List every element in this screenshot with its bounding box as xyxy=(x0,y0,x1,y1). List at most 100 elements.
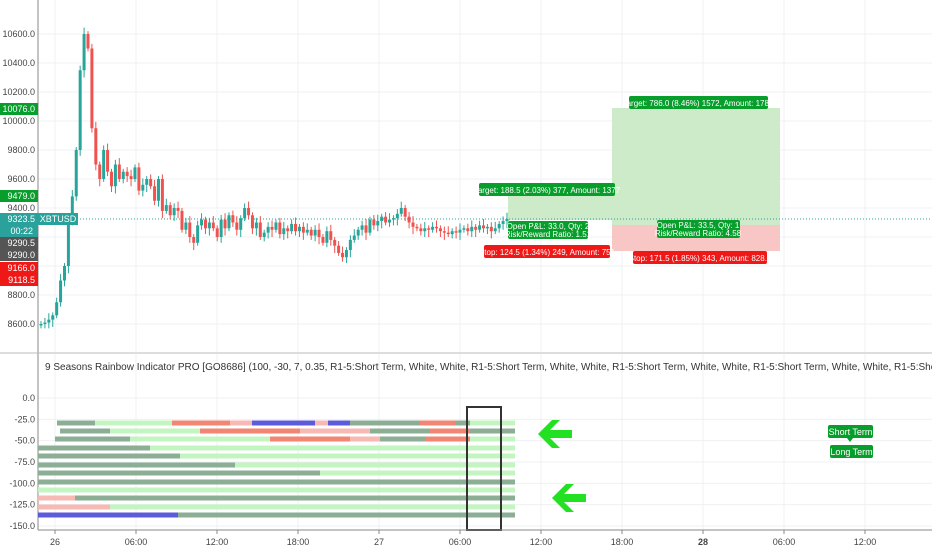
candle-body xyxy=(415,226,419,229)
indicator-title[interactable]: 9 Seasons Rainbow Indicator PRO [GO8686]… xyxy=(45,362,932,373)
candle-body xyxy=(200,219,204,226)
candle-body xyxy=(286,228,290,232)
candle-body xyxy=(196,225,200,243)
candle-body xyxy=(395,213,399,219)
rainbow-band-segment xyxy=(38,512,178,518)
long-term-tag[interactable]: Long Term xyxy=(830,445,873,458)
candle-body xyxy=(462,228,466,230)
candle-body xyxy=(106,150,110,172)
candle-body xyxy=(227,215,231,229)
trade1-pnl-label[interactable]: Open P&L: 33.0, Qty: 2 Risk/Reward Ratio… xyxy=(505,221,592,239)
candle-body xyxy=(184,222,188,230)
svg-text:9290.5: 9290.5 xyxy=(7,238,35,248)
candle-body xyxy=(427,228,431,230)
candle-body xyxy=(211,222,215,229)
candle-body xyxy=(74,150,78,197)
candle-body xyxy=(478,225,482,230)
rainbow-band-segment xyxy=(425,436,470,442)
price-tick-label: 10600.0 xyxy=(2,29,35,39)
trade2-target-label[interactable]: Target: 786.0 (8.46%) 1572, Amount: 1786 xyxy=(623,96,774,109)
short-term-tag[interactable]: Short Term xyxy=(828,425,873,442)
rainbow-band-segment xyxy=(38,445,150,451)
candle-body xyxy=(250,215,254,229)
rainbow-band-segment xyxy=(235,462,515,468)
candle-body xyxy=(78,70,82,150)
candle-body xyxy=(493,228,497,232)
time-tick-label: 18:00 xyxy=(287,537,310,547)
svg-text:9166.0: 9166.0 xyxy=(7,263,35,273)
candle-body xyxy=(482,225,486,229)
rainbow-band-segment xyxy=(110,504,515,510)
candle-body xyxy=(474,226,478,230)
time-tick-label: 06:00 xyxy=(125,537,148,547)
trade1-target-text: Target: 188.5 (2.03%) 377, Amount: 1377 xyxy=(474,186,621,195)
candle-body xyxy=(47,319,51,323)
candle-body xyxy=(384,216,388,223)
candle-body xyxy=(168,205,172,216)
candle-body xyxy=(215,228,219,237)
price-tick-label: 10400.0 xyxy=(2,58,35,68)
time-axis[interactable]: 26 06:00 12:00 18:00 27 06:00 12:00 18:00 28 06:0… xyxy=(50,530,876,547)
indicator-tick-label: -100.0 xyxy=(9,478,35,488)
candle-body xyxy=(485,226,489,229)
candlestick-series[interactable] xyxy=(39,27,509,329)
trade2-target-zone[interactable] xyxy=(612,108,780,225)
candle-body xyxy=(348,239,352,251)
candle-body xyxy=(329,231,333,240)
svg-text:9118.5: 9118.5 xyxy=(8,275,35,285)
candle-body xyxy=(505,219,509,222)
trade1-target-label[interactable]: Target: 188.5 (2.03%) 377, Amount: 1377 xyxy=(474,183,621,196)
trade2-pnl-label[interactable]: Open P&L: 33.5, Qty: 1 Risk/Reward Ratio… xyxy=(655,220,742,238)
trade2-target-text: Target: 786.0 (8.46%) 1572, Amount: 1786 xyxy=(623,99,774,108)
price-axis[interactable] xyxy=(0,0,38,352)
time-tick-label: 12:00 xyxy=(206,537,229,547)
rainbow-bands[interactable] xyxy=(38,420,515,518)
trade2-stop-text: Stop: 171.5 (1.85%) 343, Amount: 828.5 xyxy=(629,254,772,263)
candle-body xyxy=(203,219,207,229)
arrow-left-icon xyxy=(538,420,572,448)
candle-body xyxy=(172,208,176,216)
candle-body xyxy=(70,196,74,223)
candle-body xyxy=(133,167,137,179)
price-tick-label: 8800.0 xyxy=(7,290,35,300)
price-tick-label: 10200.0 xyxy=(2,87,35,97)
rainbow-band-segment xyxy=(38,495,75,501)
candle-body xyxy=(59,280,63,303)
candle-body xyxy=(325,231,329,243)
candle-body xyxy=(411,222,415,227)
rainbow-band-segment xyxy=(420,420,455,426)
candle-body xyxy=(352,235,356,240)
candle-body xyxy=(305,229,309,233)
candle-body xyxy=(266,226,270,233)
candle-body xyxy=(219,219,223,237)
candle-body xyxy=(450,231,454,235)
indicator-grid xyxy=(38,354,932,530)
candle-body xyxy=(403,208,407,217)
trade1-stop-label[interactable]: Stop: 124.5 (1.34%) 249, Amount: 751 xyxy=(479,245,616,258)
price-tick-label: 9400.0 xyxy=(7,203,35,213)
price-tag-10076: 10076.0 xyxy=(0,103,38,115)
rainbow-band-segment xyxy=(110,428,200,434)
candle-body xyxy=(55,302,59,316)
candle-body xyxy=(223,219,227,229)
trade1-target-zone[interactable] xyxy=(508,195,613,220)
rainbow-band-segment xyxy=(180,453,515,459)
candle-body xyxy=(321,237,325,243)
rainbow-band-segment xyxy=(200,428,300,434)
trade2-stop-label[interactable]: Stop: 171.5 (1.85%) 343, Amount: 828.5 xyxy=(629,251,772,264)
candle-body xyxy=(125,171,129,177)
svg-text:10076.0: 10076.0 xyxy=(2,104,35,114)
candle-body xyxy=(254,222,258,229)
price-axis-ticks: 10600.0 10400.0 10200.0 10000.0 9800.0 9600.0… xyxy=(2,29,35,329)
candle-body xyxy=(317,229,321,237)
candle-body xyxy=(156,179,160,201)
symbol-tag[interactable]: XBTUSD xyxy=(38,213,78,225)
candle-body xyxy=(188,222,192,237)
candle-body xyxy=(129,176,133,179)
candle-body xyxy=(489,226,493,232)
price-tick-label: 9600.0 xyxy=(7,174,35,184)
rainbow-band-segment xyxy=(270,436,350,442)
candle-body xyxy=(121,171,125,179)
rainbow-band-segment xyxy=(130,436,270,442)
